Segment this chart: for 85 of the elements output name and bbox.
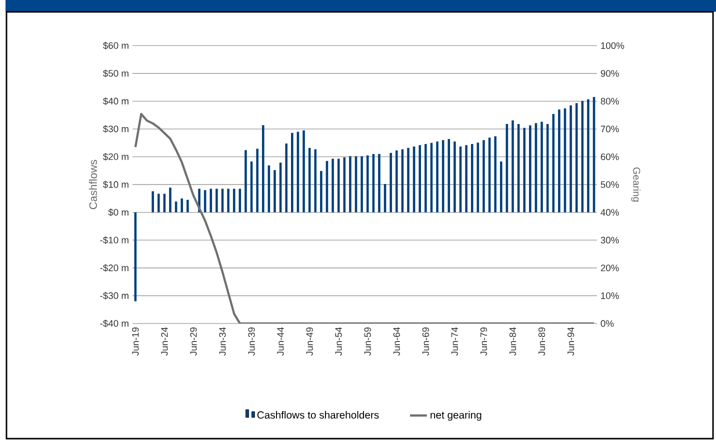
bar: [274, 170, 276, 213]
bar: [454, 142, 456, 213]
x-tick-label: Jun-24: [161, 327, 168, 356]
x-tick-label: Jun-69: [422, 328, 429, 356]
bar: [366, 156, 369, 213]
bar: [291, 133, 294, 213]
bar: [152, 191, 154, 213]
x-tick-label: Jun-94: [567, 327, 574, 356]
bar: [244, 150, 247, 213]
y-tick-label: $20 m: [103, 153, 128, 161]
bar: [500, 162, 502, 213]
bar: [436, 142, 438, 213]
bar: [396, 150, 398, 213]
y2-tick-label: 100%: [601, 42, 624, 50]
y2-tick-label: 70%: [600, 126, 619, 133]
bar: [465, 145, 468, 213]
y-tick-label: $30 m: [103, 125, 128, 133]
bar: [349, 156, 352, 213]
y2-tick-label: 90%: [600, 70, 619, 77]
y-tick-label: $60 m: [103, 42, 128, 50]
bar: [262, 125, 264, 213]
bar: [169, 188, 172, 213]
y-tick-label: $0 m: [108, 208, 128, 216]
y2-tick-label: 0%: [600, 320, 614, 328]
x-tick-label: Jun-89: [538, 328, 546, 356]
bar: [448, 139, 450, 213]
bar: [320, 171, 322, 213]
bar: [418, 145, 422, 213]
y-tick-label: $40 m: [103, 98, 128, 106]
y2-tick-label: 80%: [600, 98, 619, 105]
x-tick-label: Jun-84: [509, 327, 516, 356]
x-tick-label: Jun-44: [277, 327, 284, 356]
bar: [529, 126, 532, 213]
bar: [540, 122, 543, 213]
y-tick-label: -$20 m: [100, 264, 128, 272]
y-tick-label: $10 m: [103, 180, 128, 189]
y-tick-label: -$10 m: [100, 236, 128, 244]
bar: [558, 110, 560, 213]
y2-axis-title: Gearing: [631, 168, 640, 202]
x-tick-label: Jun-54: [335, 327, 342, 356]
bar: [523, 128, 526, 213]
y-tick-label: -$30 m: [100, 292, 128, 300]
bar: [227, 188, 230, 213]
bar: [407, 148, 410, 213]
bar: [256, 148, 258, 213]
x-tick-label: Jun-19: [132, 328, 139, 356]
y2-tick-label: 40%: [600, 209, 619, 216]
bar: [216, 188, 218, 213]
x-tick-label: Jun-79: [480, 328, 488, 356]
x-tick-label: Jun-74: [451, 327, 458, 356]
bar: [552, 114, 555, 213]
bar: [285, 144, 288, 213]
bar: [570, 106, 572, 213]
legend-label: net gearing: [430, 411, 482, 421]
x-tick-label: Jun-64: [393, 327, 400, 356]
x-tick-label: Jun-59: [364, 328, 371, 356]
bar: [512, 120, 514, 213]
y2-tick-label: 20%: [600, 264, 619, 272]
y2-tick-label: 60%: [600, 154, 619, 160]
x-tick-label: Jun-29: [190, 328, 197, 356]
legend-label: Cashflows to shareholders: [257, 411, 379, 419]
bar: [482, 140, 485, 213]
x-tick-label: Jun-49: [306, 328, 313, 356]
y2-tick-label: 30%: [600, 237, 619, 244]
y2-tick-label: 50%: [600, 181, 619, 188]
bar: [157, 194, 160, 213]
y-tick-label: $50 m: [103, 70, 128, 78]
y2-tick-label: 10%: [601, 292, 619, 300]
bar: [314, 149, 317, 213]
bar: [587, 99, 590, 213]
y-axis-title: Cashflows: [88, 160, 97, 210]
bar: [186, 200, 189, 213]
bar: [424, 144, 427, 213]
bar: [180, 198, 183, 213]
bar: [494, 136, 496, 213]
bar: [470, 144, 474, 213]
x-tick-label: Jun-39: [248, 328, 255, 356]
bar: [378, 154, 380, 213]
bar: [302, 130, 305, 213]
y-tick-label: -$40 m: [100, 320, 128, 328]
x-tick-label: Jun-34: [219, 327, 226, 356]
bar: [332, 158, 334, 213]
bar: [210, 188, 212, 213]
bar: [390, 153, 392, 213]
bar: [360, 156, 363, 213]
